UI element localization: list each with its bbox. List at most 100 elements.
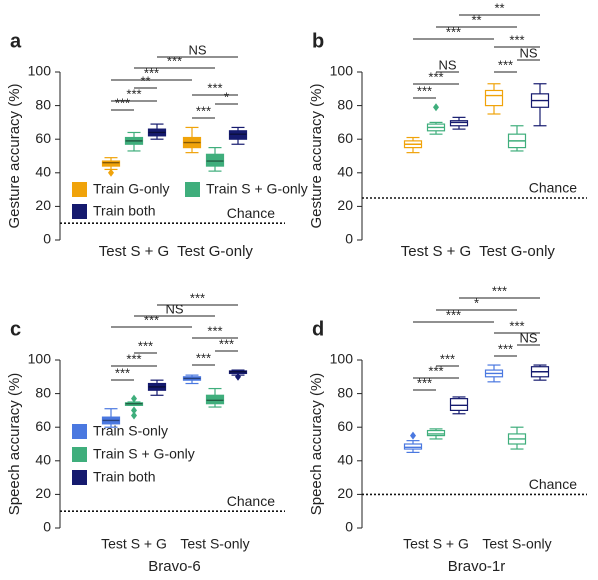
significance-label: ***: [196, 103, 211, 118]
significance-label: ***: [446, 307, 461, 322]
significance-label: ***: [417, 375, 432, 390]
y-tick-label: 60: [35, 130, 51, 146]
significance-label: ***: [440, 351, 455, 366]
y-tick-label: 100: [28, 63, 52, 79]
significance-label: **: [494, 0, 504, 15]
y-tick-label: 100: [28, 351, 52, 367]
y-tick-label: 80: [337, 96, 353, 112]
y-tick-label: 20: [337, 485, 353, 501]
chance-label: Chance: [227, 205, 275, 221]
significance-label: ***: [207, 323, 222, 338]
y-tick-label: 40: [337, 452, 353, 468]
significance-label: ***: [219, 336, 234, 351]
box: [124, 136, 144, 145]
legend-label: Train S-only: [93, 423, 168, 439]
significance-label: ***: [115, 365, 130, 380]
y-tick-label: 20: [337, 197, 353, 213]
x-tick-label: Test S-only: [180, 536, 249, 552]
significance-label: *: [224, 89, 229, 104]
y-tick-label: 40: [35, 452, 51, 468]
y-tick-label: 0: [43, 231, 51, 247]
box: [484, 89, 504, 107]
chance-label: Chance: [529, 180, 577, 196]
y-tick-label: 40: [337, 164, 353, 180]
y-tick-label: 80: [35, 96, 51, 112]
y-tick-label: 40: [35, 164, 51, 180]
box: [449, 398, 469, 412]
panel-label: d: [312, 318, 324, 340]
box: [228, 130, 248, 140]
legend-swatch: [72, 470, 87, 485]
significance-label: NS: [519, 45, 537, 60]
significance-label: *: [474, 295, 479, 310]
significance-label: ***: [509, 318, 524, 333]
significance-label: ***: [417, 83, 432, 98]
significance-label: ***: [446, 24, 461, 39]
x-axis-label: Bravo-6: [148, 558, 201, 575]
significance-label: ***: [167, 53, 182, 68]
box: [101, 416, 121, 425]
box: [147, 128, 167, 137]
significance-label: NS: [165, 301, 183, 316]
outlier: [108, 168, 114, 177]
panel-label: c: [10, 318, 21, 340]
y-axis-label: Gesture accuracy (%): [6, 83, 23, 228]
y-axis-label: Gesture accuracy (%): [308, 83, 325, 228]
legend-label: Train both: [93, 469, 156, 485]
box: [205, 394, 225, 405]
legend-label: Train S + G-only: [206, 181, 308, 197]
significance-label: ***: [196, 350, 211, 365]
box: [205, 153, 225, 167]
legend-label: Train G-only: [93, 181, 170, 197]
x-tick-label: Test S + G: [401, 243, 471, 260]
significance-label: ***: [428, 363, 443, 378]
chance-label: Chance: [227, 493, 275, 509]
x-tick-label: Test S + G: [101, 536, 167, 552]
significance-label: ***: [144, 65, 159, 80]
outlier: [131, 394, 137, 403]
outlier: [433, 103, 439, 112]
y-axis-label: Speech accuracy (%): [308, 373, 325, 516]
significance-label: ***: [492, 283, 507, 298]
legend-label: Train S + G-only: [93, 446, 195, 462]
box: [449, 120, 469, 127]
significance-label: ***: [509, 32, 524, 47]
y-tick-label: 80: [337, 384, 353, 400]
y-tick-label: 0: [345, 519, 353, 535]
significance-label: NS: [438, 57, 456, 72]
x-tick-label: Test G-only: [479, 243, 555, 260]
significance-label: NS: [188, 42, 206, 57]
x-axis-label: Bravo-1r: [448, 558, 506, 575]
legend-label: Train both: [93, 203, 156, 219]
panel-label: b: [312, 30, 324, 52]
significance-label: ***: [428, 69, 443, 84]
y-tick-label: 0: [43, 519, 51, 535]
significance-label: **: [140, 73, 150, 88]
outlier: [235, 372, 241, 381]
outlier: [410, 431, 416, 440]
y-tick-label: 0: [345, 231, 353, 247]
significance-label: ***: [126, 351, 141, 366]
significance-label: ***: [126, 86, 141, 101]
significance-label: ***: [144, 312, 159, 327]
y-tick-label: 80: [35, 384, 51, 400]
legend-swatch: [72, 424, 87, 439]
y-tick-label: 60: [337, 418, 353, 434]
box: [403, 443, 423, 450]
significance-label: ***: [138, 338, 153, 353]
box: [147, 382, 167, 391]
outlier: [131, 411, 137, 420]
x-tick-label: Test S-only: [482, 536, 551, 552]
y-tick-label: 60: [337, 130, 353, 146]
significance-label: ***: [115, 95, 130, 110]
significance-label: ***: [190, 290, 205, 305]
significance-label: ***: [498, 57, 513, 72]
significance-label: NS: [519, 330, 537, 345]
x-tick-label: Test G-only: [177, 243, 253, 260]
y-tick-label: 100: [330, 351, 354, 367]
y-tick-label: 20: [35, 485, 51, 501]
legend-swatch: [185, 182, 200, 197]
significance-label: ***: [207, 80, 222, 95]
box: [101, 160, 121, 167]
